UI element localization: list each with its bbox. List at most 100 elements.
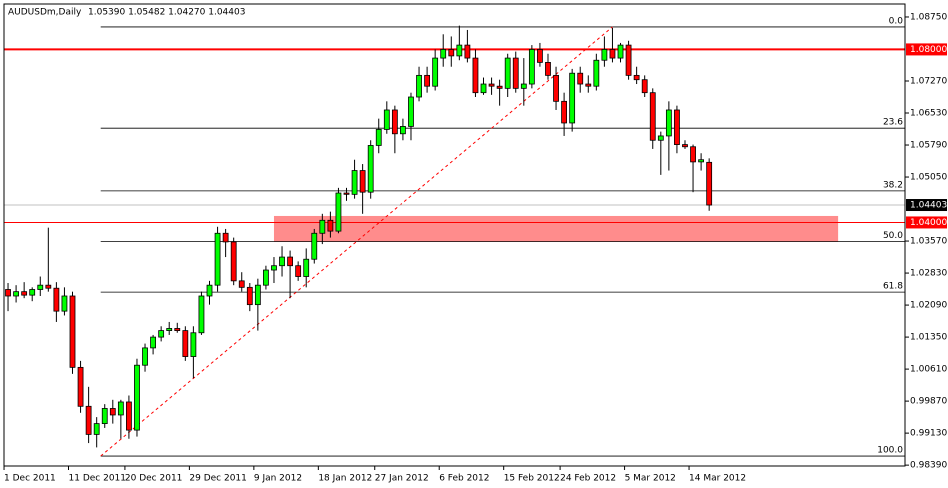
candle-body bbox=[311, 232, 318, 260]
current-price-label: 1.04403 bbox=[910, 201, 947, 211]
candle-body bbox=[214, 232, 221, 286]
candle-body bbox=[5, 289, 11, 297]
candle-body bbox=[480, 83, 487, 94]
candle-body bbox=[222, 232, 229, 243]
candle-body bbox=[593, 59, 600, 87]
x-tick-label: 18 Jan 2012 bbox=[318, 474, 372, 484]
candle-body bbox=[21, 291, 28, 296]
y-tick-label: 1.06530 bbox=[910, 109, 947, 119]
y-tick-label: 1.01350 bbox=[910, 333, 947, 343]
candle-body bbox=[674, 109, 680, 145]
candle-body bbox=[53, 287, 60, 312]
candle-body bbox=[456, 44, 463, 57]
candle-body bbox=[351, 170, 358, 195]
candle-body bbox=[61, 295, 68, 312]
candle-body bbox=[561, 100, 568, 124]
candle-body bbox=[706, 161, 713, 206]
candle-body bbox=[134, 364, 140, 431]
candle-body bbox=[150, 336, 156, 349]
chart-title: AUDUSDm,Daily bbox=[8, 8, 82, 18]
candle-body bbox=[690, 146, 696, 163]
candle-body bbox=[142, 347, 148, 366]
candle-body bbox=[383, 109, 390, 130]
candle-body bbox=[359, 170, 366, 193]
fib-level-label: 61.8 bbox=[883, 282, 903, 292]
candle-body bbox=[488, 83, 495, 87]
candle-body bbox=[319, 219, 326, 234]
candle-body bbox=[174, 328, 181, 332]
y-tick-label: 1.02830 bbox=[910, 269, 947, 279]
candle-body bbox=[464, 44, 471, 59]
hline-label: 1.04000 bbox=[910, 218, 947, 228]
candle-body bbox=[182, 330, 189, 357]
candle-body bbox=[400, 126, 406, 135]
x-tick-label: 11 Dec 2011 bbox=[69, 474, 127, 484]
y-tick-label: 1.05050 bbox=[910, 173, 947, 183]
y-tick-label: 0.98390 bbox=[910, 461, 947, 471]
candle-body bbox=[665, 109, 672, 137]
candle-body bbox=[682, 144, 688, 148]
candle-body bbox=[343, 192, 350, 195]
candle-body bbox=[375, 129, 382, 146]
candle-body bbox=[633, 74, 640, 81]
current-price-box bbox=[906, 199, 947, 212]
candle-body bbox=[77, 366, 84, 407]
candle-body bbox=[246, 286, 253, 306]
fib-level-label: 0.0 bbox=[889, 16, 904, 26]
candle-body bbox=[190, 332, 197, 357]
candle-body bbox=[391, 109, 398, 135]
candle-body bbox=[263, 269, 269, 286]
candle-body bbox=[537, 49, 543, 63]
x-tick-label: 6 Feb 2012 bbox=[439, 474, 489, 484]
x-tick-label: 20 Dec 2011 bbox=[125, 474, 183, 484]
candle-body bbox=[625, 44, 632, 76]
hline-box bbox=[906, 216, 947, 229]
support-zone bbox=[273, 215, 839, 242]
x-tick-label: 9 Jan 2012 bbox=[254, 474, 302, 484]
candle-body bbox=[93, 423, 100, 435]
candle-body bbox=[287, 256, 293, 267]
x-tick-label: 15 Feb 2012 bbox=[504, 474, 560, 484]
y-tick-label: 1.02090 bbox=[910, 301, 947, 311]
x-tick-label: 1 Dec 2011 bbox=[4, 474, 56, 484]
candle-body bbox=[126, 401, 132, 431]
candle-body bbox=[13, 291, 19, 297]
candle-body bbox=[117, 401, 124, 416]
candle-body bbox=[512, 57, 519, 89]
y-tick-label: 1.00610 bbox=[910, 365, 947, 375]
candle-body bbox=[649, 92, 656, 141]
x-tick-label: 27 Jan 2012 bbox=[375, 474, 429, 484]
candle-body bbox=[545, 61, 551, 76]
fib-level-label: 50.0 bbox=[883, 231, 903, 241]
candle-body bbox=[448, 49, 455, 57]
fib-level-label: 23.6 bbox=[883, 118, 903, 128]
candle-body bbox=[657, 135, 664, 141]
y-tick-label: 1.03570 bbox=[910, 237, 947, 247]
candle-body bbox=[698, 159, 705, 163]
candle-body bbox=[254, 284, 261, 306]
x-tick-label: 5 Mar 2012 bbox=[625, 474, 676, 484]
candle-body bbox=[496, 85, 503, 89]
candle-body bbox=[424, 74, 430, 87]
candle-body bbox=[601, 49, 608, 61]
candle-body bbox=[230, 241, 237, 282]
y-tick-label: 0.99130 bbox=[910, 429, 947, 439]
candle-body bbox=[553, 74, 559, 102]
ohlc-text: 1.05390 1.05482 1.04270 1.04403 bbox=[88, 8, 245, 18]
candle-body bbox=[528, 49, 535, 85]
candle-body bbox=[327, 219, 334, 232]
fib-level-label: 100.0 bbox=[877, 446, 903, 456]
hline-label: 1.08000 bbox=[910, 45, 947, 55]
candle-body bbox=[641, 79, 648, 94]
candle-body bbox=[472, 57, 479, 94]
candle-body bbox=[617, 44, 624, 59]
candle-body bbox=[198, 295, 205, 334]
candle-body bbox=[166, 328, 173, 332]
candle-body bbox=[85, 405, 92, 435]
candle-body bbox=[295, 265, 302, 277]
candle-body bbox=[101, 408, 108, 425]
plot-frame bbox=[3, 3, 906, 467]
candle-body bbox=[158, 330, 165, 338]
candle-body bbox=[609, 49, 616, 59]
